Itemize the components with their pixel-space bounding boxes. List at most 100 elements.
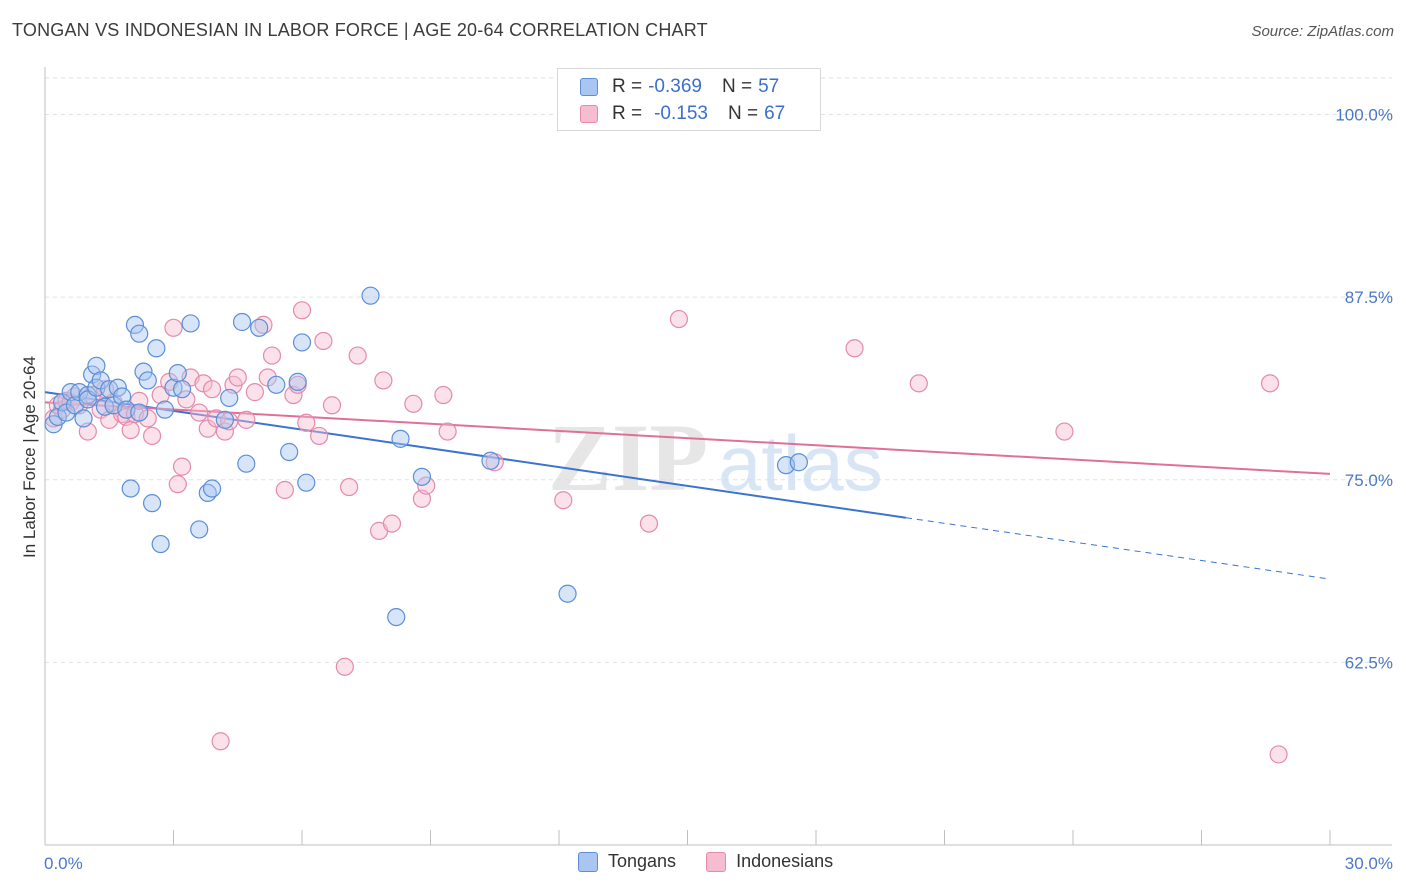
- indonesian-point: [909, 374, 928, 393]
- trend-extension-tongans: [905, 517, 1331, 580]
- tongan-point: [130, 403, 149, 422]
- r-label: R =: [612, 103, 643, 124]
- tongan-point: [130, 324, 149, 343]
- tongan-point: [481, 451, 500, 470]
- trend-line-indonesians: [44, 401, 1331, 475]
- indonesian-point: [340, 477, 359, 497]
- trend-lines: [44, 391, 1331, 580]
- indonesian-point: [297, 413, 316, 432]
- indonesian-point: [202, 380, 222, 399]
- indonesian-point: [177, 390, 196, 409]
- axes: [44, 67, 1392, 846]
- indonesian-point: [438, 422, 457, 441]
- tongan-point: [558, 584, 577, 603]
- legend-row-indonesians: R = -0.153 N = 67: [580, 102, 785, 126]
- indonesian-point: [262, 346, 282, 365]
- tongan-point: [387, 607, 406, 627]
- indonesian-point: [1269, 745, 1288, 764]
- indonesian-point: [142, 426, 162, 446]
- tongan-point: [215, 410, 234, 429]
- r-value: -0.153: [654, 103, 708, 124]
- indonesian-point: [1055, 422, 1074, 441]
- indonesian-point: [348, 346, 367, 365]
- y-tick-label: 62.5%: [1345, 653, 1393, 672]
- indonesian-point: [434, 385, 453, 405]
- indonesian-point: [314, 331, 333, 351]
- tongan-point: [151, 534, 170, 554]
- tongan-point: [181, 314, 200, 333]
- n-value: 67: [764, 103, 786, 124]
- tongans-swatch: [580, 78, 598, 96]
- tongan-point: [297, 473, 316, 492]
- source-label: Source: ZipAtlas.com: [1251, 23, 1394, 40]
- indonesian-point: [245, 383, 264, 402]
- r-value: -0.369: [648, 76, 702, 97]
- x-tick-label: 30.0%: [1345, 854, 1393, 873]
- tongan-point: [232, 312, 252, 332]
- y-tick-label: 75.0%: [1345, 471, 1393, 490]
- indonesian-point: [228, 368, 247, 387]
- series-legend: Tongans Indonesians: [578, 851, 863, 872]
- tongan-point: [155, 400, 175, 419]
- indonesian-point: [190, 403, 209, 422]
- tongan-point: [147, 339, 166, 358]
- r-label: R =: [612, 76, 643, 97]
- tongan-point: [237, 454, 256, 473]
- tongan-point: [250, 318, 269, 337]
- indonesians-swatch: [580, 105, 598, 123]
- indonesian-point: [554, 491, 573, 510]
- tongan-point: [121, 479, 140, 498]
- indonesian-point: [172, 457, 192, 476]
- indonesian-point: [237, 410, 256, 429]
- grid-lines: [45, 77, 1392, 663]
- tongan-point: [292, 333, 312, 352]
- trend-line-tongans: [44, 391, 907, 519]
- tongan-point: [134, 362, 153, 381]
- legend-item-tongans[interactable]: Tongans: [578, 851, 676, 872]
- watermark-zip: ZIP: [548, 404, 708, 511]
- y-tick-label: 100.0%: [1335, 106, 1393, 125]
- series-indonesians: [44, 301, 1288, 764]
- tongan-point: [789, 453, 808, 472]
- tongans-swatch: [578, 851, 598, 872]
- indonesian-point: [168, 475, 187, 494]
- n-value: 57: [758, 76, 780, 97]
- tongan-point: [202, 479, 222, 498]
- tongan-point: [142, 494, 162, 513]
- indonesian-point: [164, 318, 183, 337]
- indonesian-point: [417, 476, 436, 495]
- y-tick-label: 87.5%: [1345, 288, 1393, 307]
- indonesians-swatch: [706, 851, 727, 872]
- x-tick-label: 0.0%: [44, 854, 83, 873]
- x-tick-labels: 0.0% 30.0%: [44, 854, 1393, 873]
- indonesian-point: [292, 301, 312, 320]
- tongan-point: [190, 520, 209, 539]
- legend-item-indonesians[interactable]: Indonesians: [706, 851, 833, 872]
- tongan-point: [361, 286, 380, 305]
- tongan-point: [391, 429, 410, 448]
- indonesian-point: [211, 732, 230, 751]
- tongan-point: [220, 388, 239, 408]
- n-label: N =: [721, 76, 753, 97]
- legend-label-indonesians: Indonesians: [736, 851, 834, 871]
- tongan-point: [267, 375, 286, 394]
- indonesian-point: [322, 396, 342, 415]
- tongan-point: [138, 371, 157, 390]
- watermark: ZIP atlas: [548, 404, 883, 511]
- tongan-point: [48, 407, 67, 427]
- tongan-point: [108, 378, 127, 397]
- tongan-point: [412, 467, 432, 486]
- indonesian-point: [275, 480, 294, 500]
- indonesian-point: [845, 339, 864, 358]
- tongan-point: [280, 442, 299, 462]
- legend-label-tongans: Tongans: [608, 851, 677, 871]
- indonesian-point: [639, 514, 659, 533]
- indonesian-point: [310, 426, 329, 446]
- chart-title: TONGAN VS INDONESIAN IN LABOR FORCE | AG…: [12, 20, 708, 40]
- watermark-atlas: atlas: [718, 419, 883, 507]
- tongan-point: [172, 380, 192, 399]
- indonesian-point: [669, 309, 689, 329]
- indonesian-point: [121, 420, 140, 440]
- indonesian-point: [382, 514, 402, 533]
